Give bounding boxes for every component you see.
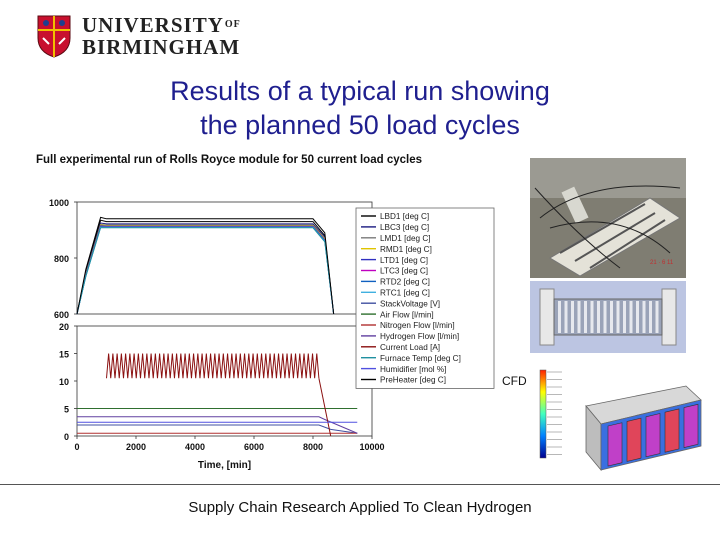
slide-footer: Supply Chain Research Applied To Clean H…	[188, 499, 532, 516]
legend-entry: LBC3 [deg C]	[380, 223, 429, 232]
module-fin	[603, 301, 607, 333]
module-fin	[571, 301, 574, 333]
legend-entry: StackVoltage [V]	[380, 299, 440, 308]
legend-entry: Hydrogen Flow [l/min]	[380, 332, 459, 341]
slide-title-line1: Results of a typical run showing	[170, 76, 550, 106]
legend-entry: Furnace Temp [deg C]	[380, 354, 461, 363]
cfd-plate	[607, 422, 623, 467]
university-line2: BIRMINGHAM	[82, 35, 241, 59]
legend-entry: LTD1 [deg C]	[380, 256, 428, 265]
university-line1: UNIVERSITY	[82, 13, 224, 37]
module-fin	[584, 301, 587, 333]
module-fin	[564, 301, 568, 333]
legend-entry: RTD2 [deg C]	[380, 278, 430, 287]
x-tick-label: 2000	[126, 442, 146, 452]
module-fins	[558, 301, 659, 333]
cfd-colorbar-ticks	[547, 371, 562, 455]
legend-entry: PreHeater [deg C]	[380, 376, 446, 385]
svg-text:21 · 6 11: 21 · 6 11	[650, 260, 674, 266]
x-tick-label: 6000	[244, 442, 264, 452]
legend-entry: Current Load [A]	[380, 343, 440, 352]
legend-box	[355, 207, 495, 389]
module-fin	[610, 301, 613, 333]
header: UNIVERSITYOF BIRMINGHAM	[0, 0, 720, 70]
lower-plot-area	[76, 325, 373, 437]
cfd-plates	[607, 403, 699, 467]
legend-entry: LMD1 [deg C]	[380, 234, 431, 243]
legend-entry: LTC3 [deg C]	[380, 267, 428, 276]
y-tick-label-lower: 20	[59, 322, 69, 332]
legend-entry: Nitrogen Flow [l/min]	[380, 321, 455, 330]
x-tick-label: 0	[74, 442, 79, 452]
university-of: OF	[224, 19, 241, 30]
y-tick-label-lower: 15	[59, 350, 69, 360]
module-fin	[642, 301, 646, 333]
x-tick-label: 8000	[303, 442, 323, 452]
y-tick-label-lower: 5	[64, 405, 69, 415]
module-fin	[623, 301, 626, 333]
test-rig-photo: 21 · 6 11	[530, 158, 686, 278]
fuel-cell-module-photo	[530, 281, 686, 353]
y-tick-label-upper: 1000	[49, 198, 69, 208]
module-fin	[649, 301, 652, 333]
module-fin	[558, 301, 561, 333]
y-tick-label-upper: 800	[54, 254, 69, 264]
y-tick-label-lower: 10	[59, 377, 69, 387]
footer-divider	[0, 484, 720, 485]
series-line	[318, 378, 332, 437]
module-fin	[655, 301, 659, 333]
cfd-colormap-render	[536, 366, 706, 478]
module-fin	[590, 301, 594, 333]
module-fin	[577, 301, 581, 333]
university-name: UNIVERSITYOF BIRMINGHAM	[82, 14, 241, 58]
legend-entry: LBD1 [deg C]	[380, 212, 429, 221]
legend-entry: RMD1 [deg C]	[380, 245, 432, 254]
slide-title: Results of a typical run showing the pla…	[0, 74, 720, 142]
series-line	[76, 227, 335, 315]
cfd-label: CFD	[502, 374, 527, 388]
cfd-plate	[664, 408, 680, 453]
x-axis-label: Time, [min]	[198, 460, 251, 471]
university-crest-logo	[37, 15, 71, 58]
cfd-plate	[645, 413, 661, 458]
legend-entry: Air Flow [l/min]	[380, 310, 434, 319]
y-tick-label-upper: 600	[54, 310, 69, 320]
x-tick-label: 4000	[185, 442, 205, 452]
x-tick-label: 10000	[359, 442, 384, 452]
series-line	[106, 353, 320, 379]
legend-entry: RTC1 [deg C]	[380, 289, 430, 298]
upper-plot-area	[76, 201, 373, 315]
slide-title-line2: the planned 50 load cycles	[200, 110, 520, 140]
cfd-plate	[683, 403, 699, 448]
chart-title: Full experimental run of Rolls Royce mod…	[36, 154, 422, 166]
series-line	[77, 424, 358, 434]
legend-entry: Humidifier [mol %]	[380, 365, 446, 374]
module-fin	[636, 301, 639, 333]
series-line	[76, 216, 335, 315]
series-line	[77, 416, 358, 434]
module-fin	[629, 301, 633, 333]
y-tick-label-lower: 0	[64, 432, 69, 442]
cfd-plate	[626, 417, 642, 462]
module-fin	[597, 301, 600, 333]
module-fin	[616, 301, 620, 333]
